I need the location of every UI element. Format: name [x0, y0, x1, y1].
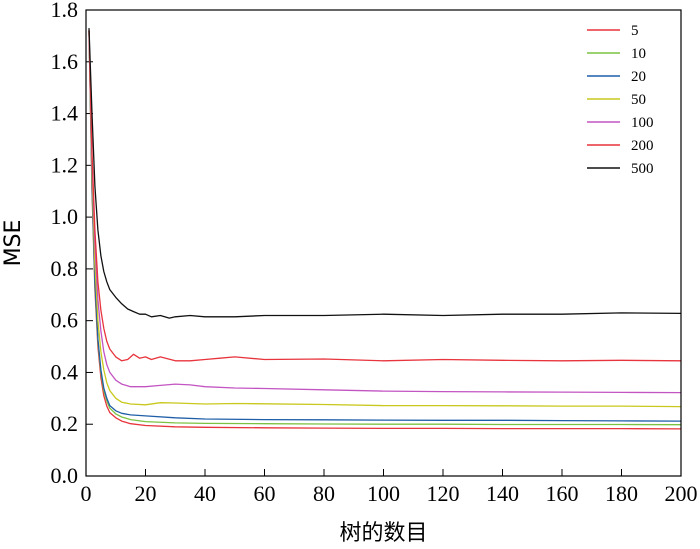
x-tick-label: 80: [313, 481, 335, 506]
x-tick-label: 120: [427, 481, 460, 506]
x-tick-label: 0: [81, 481, 92, 506]
series-layer: [88, 28, 682, 430]
x-tick-label: 140: [486, 481, 519, 506]
legend: 5 10 20 50 100 200 500: [587, 23, 654, 177]
series-line-10: [88, 30, 682, 426]
y-tick-label: 1.2: [51, 152, 79, 177]
x-tick-label: 40: [194, 481, 216, 506]
x-tick-label: 20: [135, 481, 157, 506]
x-tick-label: 160: [546, 481, 579, 506]
y-tick-label: 0.4: [51, 359, 79, 384]
series-line-50: [88, 30, 682, 408]
ticks-layer: 0 20 40 60 80 100 120 140 160 180 200 0.0 0.2 0.4 0.6 0…: [51, 0, 698, 506]
y-tick-label: 1.8: [51, 0, 79, 22]
legend-label-20: 20: [631, 69, 646, 85]
legend-label-5: 5: [631, 23, 639, 39]
y-tick-label: 0.2: [51, 411, 79, 436]
series-line-100: [88, 30, 682, 394]
legend-label-200: 200: [631, 138, 654, 154]
y-tick-label: 1.0: [51, 204, 79, 229]
x-tick-label: 200: [665, 481, 698, 506]
y-axis-title: MSE: [1, 220, 26, 267]
series-line-500: [88, 28, 682, 319]
y-tick-label: 1.6: [51, 49, 79, 74]
legend-label-50: 50: [631, 92, 646, 108]
plot-frame: [85, 9, 682, 477]
series-line-200: [88, 30, 682, 362]
legend-label-500: 500: [631, 161, 654, 177]
x-tick-label: 100: [367, 481, 400, 506]
series-line-5: [88, 30, 682, 430]
legend-label-10: 10: [631, 46, 646, 62]
y-tick-label: 1.4: [51, 101, 79, 126]
x-tick-label: 180: [605, 481, 638, 506]
x-tick-label: 60: [254, 481, 276, 506]
x-axis-title: 树的数目: [339, 521, 427, 546]
y-tick-label: 0.8: [51, 256, 79, 281]
legend-label-100: 100: [631, 115, 654, 131]
series-line-20: [88, 30, 682, 422]
y-tick-label: 0.0: [51, 463, 79, 488]
y-tick-label: 0.6: [51, 308, 79, 333]
